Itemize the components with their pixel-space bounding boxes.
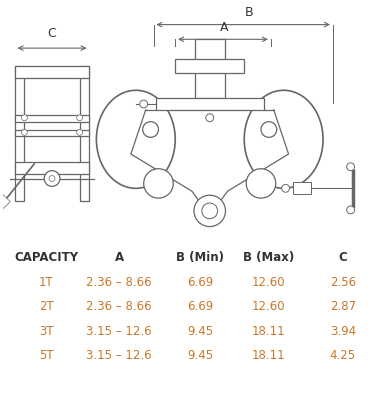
Bar [155, 98, 264, 110]
Text: 3.94: 3.94 [330, 325, 356, 338]
Circle shape [206, 114, 214, 122]
Text: C: C [48, 27, 57, 40]
Text: 2.87: 2.87 [330, 301, 356, 314]
Text: 18.11: 18.11 [252, 349, 286, 362]
Circle shape [49, 175, 55, 181]
Text: 2.36 – 8.66: 2.36 – 8.66 [86, 276, 152, 289]
Text: A: A [115, 251, 124, 265]
Text: 5T: 5T [39, 349, 53, 362]
Text: B: B [245, 6, 253, 19]
Bar [15, 115, 89, 122]
Text: 2T: 2T [39, 301, 53, 314]
Bar [15, 66, 89, 78]
Circle shape [246, 169, 276, 198]
Circle shape [261, 122, 277, 137]
Text: 6.69: 6.69 [187, 301, 213, 314]
Text: 4.25: 4.25 [330, 349, 356, 362]
Bar [15, 162, 89, 173]
Circle shape [143, 122, 159, 137]
Text: 3.15 – 12.6: 3.15 – 12.6 [86, 349, 152, 362]
Bar [0, 195, 10, 209]
Text: A: A [220, 21, 229, 34]
Text: 12.60: 12.60 [252, 276, 286, 289]
Bar [15, 129, 89, 136]
Circle shape [194, 195, 225, 227]
Ellipse shape [244, 90, 323, 188]
Ellipse shape [96, 90, 175, 188]
Text: 3.15 – 12.6: 3.15 – 12.6 [86, 325, 152, 338]
Bar [293, 183, 311, 194]
Text: 9.45: 9.45 [187, 325, 213, 338]
Bar [15, 66, 24, 201]
Bar [195, 39, 225, 98]
Circle shape [21, 115, 28, 121]
Bar [175, 59, 244, 72]
Text: 1T: 1T [39, 276, 53, 289]
Circle shape [21, 129, 28, 135]
Text: C: C [338, 251, 347, 265]
Circle shape [282, 185, 290, 192]
Text: B (Min): B (Min) [176, 251, 224, 265]
Text: 6.69: 6.69 [187, 276, 213, 289]
Text: CAPACITY: CAPACITY [14, 251, 78, 265]
Circle shape [140, 100, 147, 108]
Circle shape [347, 163, 354, 171]
Circle shape [44, 171, 60, 187]
Circle shape [347, 206, 354, 214]
Circle shape [144, 169, 173, 198]
Circle shape [77, 115, 83, 121]
Text: B (Max): B (Max) [243, 251, 295, 265]
Text: 9.45: 9.45 [187, 349, 213, 362]
Text: 18.11: 18.11 [252, 325, 286, 338]
Circle shape [202, 203, 218, 219]
Text: 2.36 – 8.66: 2.36 – 8.66 [86, 301, 152, 314]
Text: 2.56: 2.56 [330, 276, 356, 289]
Bar [79, 66, 89, 201]
Text: 12.60: 12.60 [252, 301, 286, 314]
Circle shape [77, 129, 83, 135]
Text: 3T: 3T [39, 325, 53, 338]
